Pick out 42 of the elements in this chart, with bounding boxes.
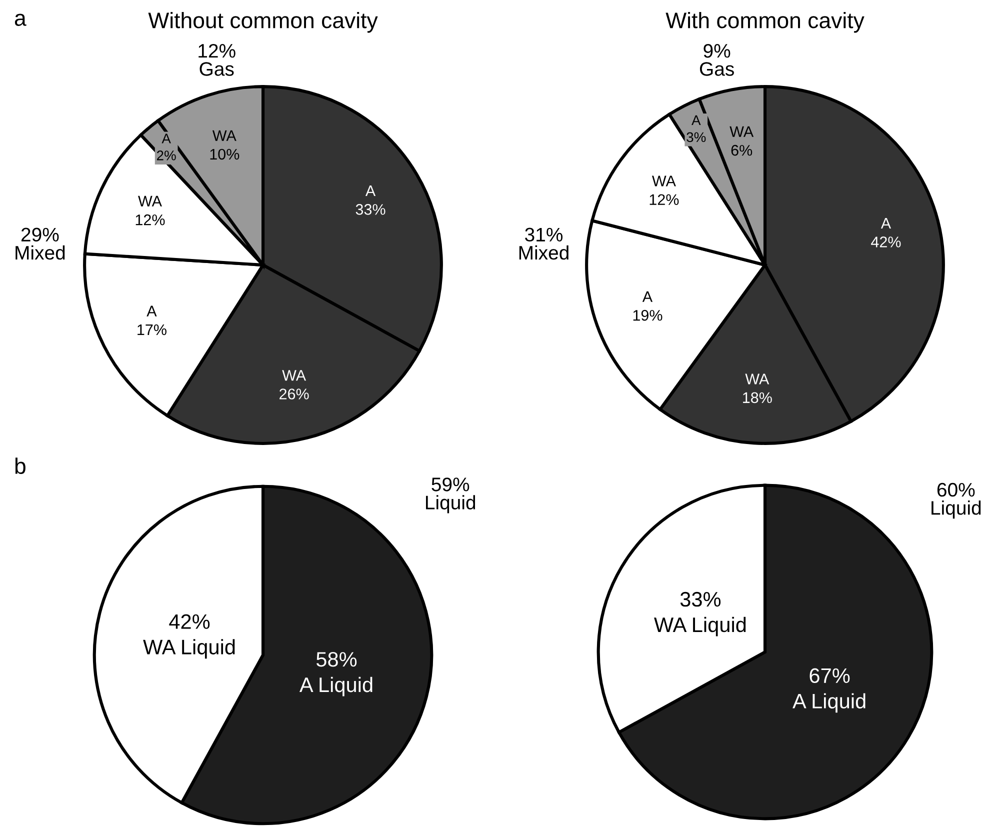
data-label: 2% xyxy=(156,150,176,160)
data-label: 33% xyxy=(356,204,386,215)
slice-label: A xyxy=(880,218,892,229)
data-label: 42% xyxy=(169,614,210,629)
slice-label: WA xyxy=(745,374,770,384)
text: 31% Mixed xyxy=(519,228,568,260)
slice-label: A xyxy=(365,186,376,196)
text: 59% Liquid xyxy=(426,478,476,514)
text: 29% Mixed xyxy=(16,228,65,260)
slice-label: A xyxy=(692,115,701,125)
slice-label: WA xyxy=(212,130,236,141)
chart-title: Without common cavity xyxy=(148,12,378,33)
slice-label: WA Liquid xyxy=(143,639,235,659)
chart-title: With common cavity xyxy=(666,12,864,33)
slice-label: WA xyxy=(282,370,306,381)
data-label: 12% xyxy=(136,214,165,226)
data-label: 6% xyxy=(731,144,752,156)
legend-label: WA xyxy=(730,126,754,137)
data-label: 12% xyxy=(650,194,679,205)
slice-label: A xyxy=(642,291,653,302)
data-label: 42% xyxy=(871,236,901,248)
data-label: 17% xyxy=(138,324,166,336)
slice-label: A xyxy=(146,306,157,316)
text: a xyxy=(14,14,26,26)
text: b xyxy=(15,458,26,474)
text: 9% Gas xyxy=(700,44,734,76)
slice-label: WA xyxy=(652,176,676,186)
data-label: 33% xyxy=(680,592,721,607)
text: 60% Liquid xyxy=(932,482,981,519)
data-label: 19% xyxy=(633,310,662,321)
text: 12% Gas xyxy=(198,44,236,76)
slice-label: WA xyxy=(138,196,162,206)
slice-label: A Liquid xyxy=(299,676,372,696)
data-label: 67% xyxy=(810,668,850,684)
data-label: 26% xyxy=(280,388,309,400)
slice-label: A Liquid xyxy=(792,693,866,713)
slice-label: A xyxy=(162,134,171,144)
data-label: 18% xyxy=(743,392,772,404)
data-label: 10% xyxy=(210,148,240,160)
data-label: 3% xyxy=(686,132,706,142)
slice-label: WA Liquid xyxy=(654,616,746,636)
data-label: 58% xyxy=(316,652,357,667)
